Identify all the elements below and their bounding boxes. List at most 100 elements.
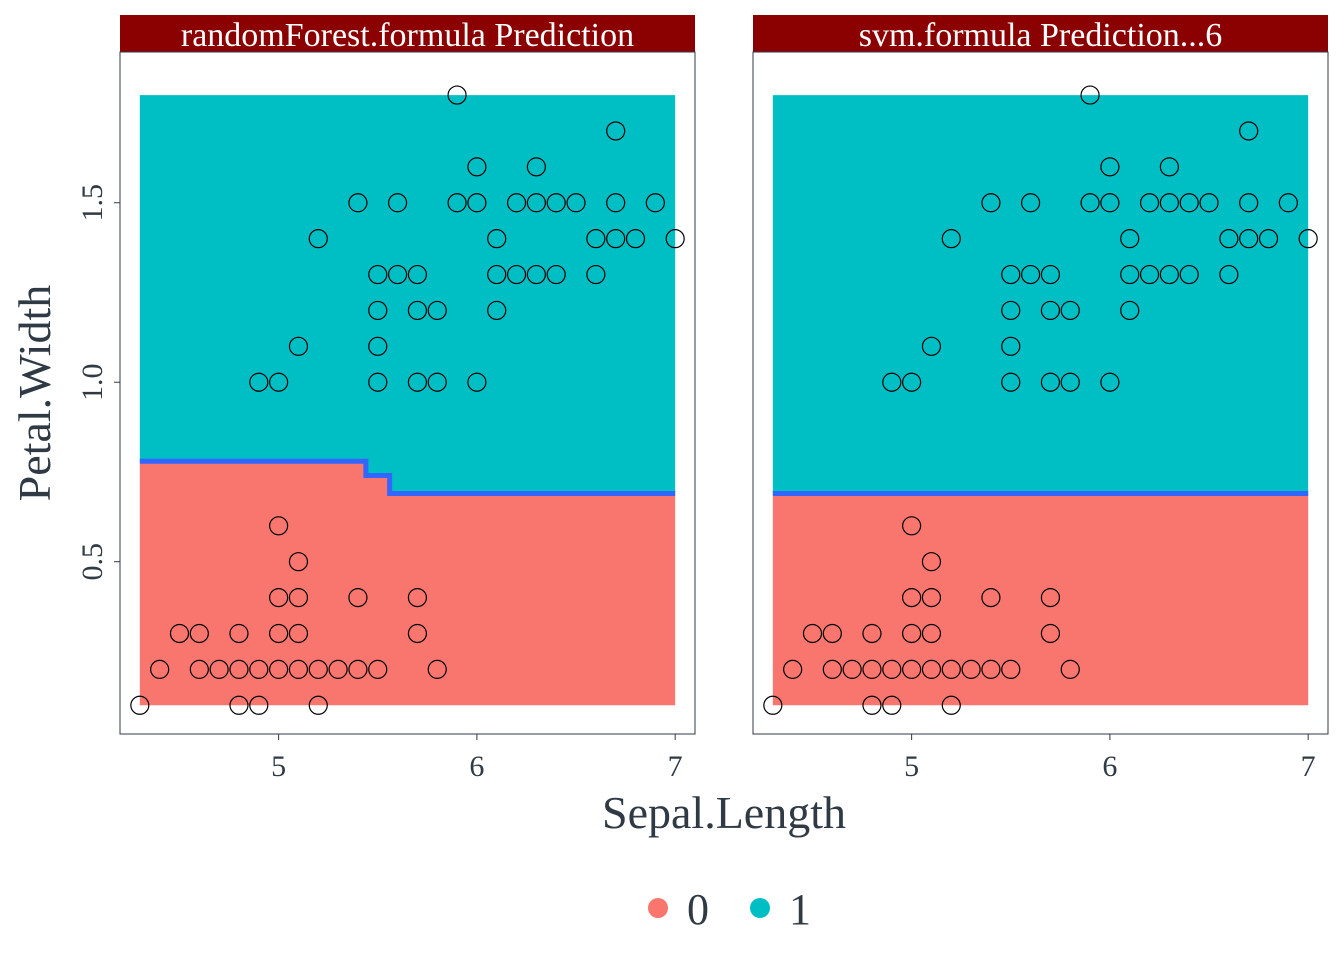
data-point: [783, 659, 803, 679]
data-point: [921, 587, 942, 608]
data-point: [1278, 193, 1298, 213]
data-point: [1001, 336, 1021, 356]
data-point: [606, 193, 626, 213]
data-point: [387, 193, 408, 213]
data-point: [902, 659, 922, 679]
data-point: [981, 193, 1001, 213]
data-point: [941, 659, 961, 679]
data-point: [1239, 193, 1259, 213]
data-point: [1040, 264, 1061, 285]
data-point: [407, 264, 428, 285]
data-point: [981, 587, 1001, 608]
data-point: [822, 659, 842, 679]
data-point: [665, 229, 685, 249]
data-point: [487, 300, 507, 321]
data-point: [150, 659, 170, 679]
data-point: [625, 229, 646, 249]
data-point: [921, 623, 942, 644]
data-point: [407, 372, 428, 392]
data-point: [1159, 157, 1179, 177]
data-point: [1258, 229, 1279, 249]
data-point: [269, 659, 289, 679]
region-class-1: [772, 95, 1309, 494]
data-point: [308, 229, 328, 249]
data-point: [308, 695, 328, 715]
data-point: [1139, 193, 1160, 213]
data-point: [249, 659, 269, 679]
data-point: [328, 659, 348, 679]
data-point: [822, 623, 842, 644]
data-point: [586, 264, 606, 285]
data-point: [802, 623, 823, 644]
data-point: [862, 659, 882, 679]
data-point: [348, 659, 368, 679]
x-tick-label: 6: [469, 750, 484, 783]
data-point: [229, 623, 249, 644]
data-point: [269, 372, 289, 392]
data-point: [526, 157, 546, 177]
data-point: [467, 193, 487, 213]
facet-strip-title: svm.formula Prediction...6: [859, 17, 1223, 54]
legend-key: [648, 898, 668, 918]
x-tick-label: 5: [904, 750, 919, 783]
panel-border: [119, 51, 696, 735]
data-point: [229, 659, 249, 679]
region-class-1: [139, 95, 676, 494]
data-point: [169, 623, 190, 644]
x-tick-label: 7: [668, 750, 683, 783]
data-point: [487, 229, 507, 249]
data-point: [269, 587, 289, 608]
data-point: [427, 659, 447, 679]
legend-label: 0: [687, 885, 709, 934]
data-point: [882, 695, 902, 715]
data-point: [249, 695, 269, 715]
y-tick-label: 0.5: [76, 543, 109, 581]
data-point: [902, 587, 922, 608]
data-point: [921, 552, 942, 572]
legend-key: [750, 898, 770, 918]
data-point: [229, 695, 249, 715]
facet-panel-2: svm.formula Prediction...6 5 6 7: [752, 15, 1329, 783]
data-points: [763, 85, 1318, 715]
data-point: [209, 659, 229, 679]
facet-strip: [120, 15, 695, 52]
data-point: [862, 695, 882, 715]
data-point: [526, 193, 546, 213]
data-point: [1199, 193, 1219, 213]
legend-entry-1: 1: [750, 885, 811, 934]
data-point: [1179, 264, 1199, 285]
data-points: [130, 85, 685, 715]
region-class-0: [139, 461, 676, 706]
data-point: [941, 695, 961, 715]
data-point: [387, 264, 408, 285]
data-point: [586, 229, 606, 249]
data-point: [1060, 300, 1080, 321]
data-point: [1298, 229, 1318, 249]
data-point: [546, 264, 566, 285]
data-point: [506, 193, 527, 213]
data-point: [407, 623, 428, 644]
data-point: [1060, 372, 1080, 392]
data-point: [981, 659, 1001, 679]
data-point: [902, 623, 922, 644]
data-point: [407, 300, 428, 321]
data-point: [368, 264, 388, 285]
data-point: [1020, 264, 1041, 285]
y-axis: 0.5 1.0 1.5: [76, 184, 120, 580]
data-point: [269, 623, 289, 644]
y-axis-title: Petal.Width: [9, 285, 60, 502]
data-point: [487, 264, 507, 285]
data-point: [467, 372, 487, 392]
data-point: [1120, 229, 1140, 249]
data-point: [1159, 193, 1179, 213]
decision-boundary-line: [139, 458, 676, 497]
legend-entry-0: 0: [648, 885, 709, 934]
data-point: [1239, 229, 1259, 249]
x-tick-label: 6: [1102, 750, 1117, 783]
data-point: [348, 587, 368, 608]
data-point: [1100, 193, 1120, 213]
data-point: [308, 659, 328, 679]
data-point: [1120, 264, 1140, 285]
data-point: [645, 193, 665, 213]
